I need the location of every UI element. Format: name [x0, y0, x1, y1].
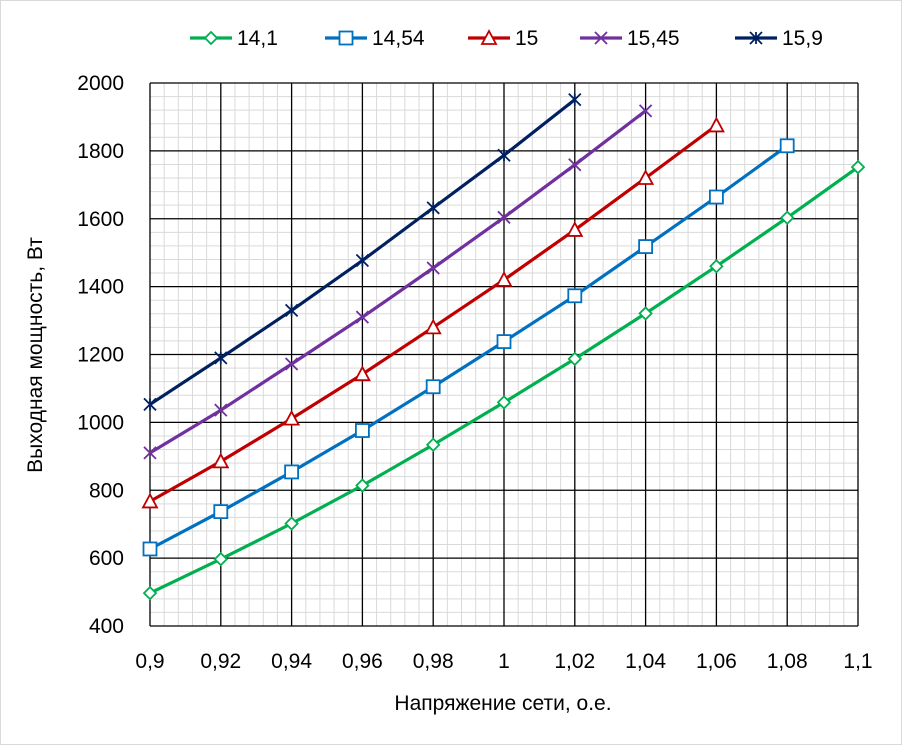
data-point [284, 516, 299, 531]
series-line [149, 109, 647, 455]
data-point [355, 253, 370, 268]
data-point [707, 116, 725, 133]
data-point [497, 148, 511, 162]
data-point [425, 379, 441, 395]
data-point [496, 395, 512, 410]
x-axis-ticks: 0,9 0,92 0,94 0,96 0,98 1 1,02 1,04 1,06 1,08 1,1 [135, 650, 872, 673]
x-tick-label: 1,06 [696, 650, 737, 673]
legend-label: 14,1 [237, 27, 278, 50]
data-point [353, 365, 371, 382]
y-tick-label: 1800 [77, 140, 124, 163]
series-1 [142, 159, 866, 601]
data-point [284, 357, 299, 371]
data-point [355, 478, 370, 493]
y-tick-label: 400 [89, 615, 124, 638]
data-point [567, 288, 583, 304]
legend-label: 15 [515, 27, 538, 50]
x-axis-title: Напряжение сети, о.е. [394, 692, 611, 715]
data-point [143, 446, 157, 460]
data-point [283, 409, 301, 426]
legend-marker [203, 30, 219, 46]
data-point [638, 239, 653, 254]
legend-label: 14,54 [372, 27, 425, 50]
y-tick-label: 1600 [77, 208, 124, 231]
data-point [143, 397, 157, 412]
x-tick-label: 1,02 [554, 650, 595, 673]
y-tick-label: 600 [89, 547, 124, 570]
data-point [424, 318, 442, 335]
legend-marker [480, 29, 498, 45]
data-point [142, 541, 158, 557]
y-tick-label: 1000 [77, 411, 124, 434]
data-point [566, 221, 584, 237]
data-point [638, 306, 653, 321]
data-point [709, 258, 724, 274]
y-axis-ticks: 400 600 800 1000 1200 1400 1600 1800 2000 [77, 72, 124, 638]
x-tick-label: 1,04 [625, 650, 666, 673]
data-point [355, 310, 370, 324]
data-point [213, 504, 229, 520]
legend: 14,1 14,54 15 15,45 15,9 [190, 27, 823, 50]
legend-item: 14,1 [190, 27, 278, 50]
legend-item: 14,54 [325, 27, 425, 50]
series-4 [143, 104, 653, 460]
series-2 [142, 138, 795, 557]
data-point [214, 403, 228, 417]
data-point [637, 169, 655, 185]
series-line [149, 144, 789, 551]
legend-marker [594, 31, 608, 45]
data-point [214, 351, 228, 365]
data-point [850, 159, 866, 175]
y-tick-label: 2000 [77, 72, 124, 95]
data-point [497, 210, 511, 225]
series-3 [141, 116, 725, 509]
y-axis-title: Выходная мощность, Вт [24, 237, 47, 473]
data-point [284, 303, 299, 318]
data-point [142, 585, 158, 601]
data-point [426, 201, 440, 215]
series-5 [143, 92, 582, 412]
legend-item: 15 [468, 27, 538, 50]
data-point [426, 261, 440, 275]
legend-item: 15,9 [735, 27, 823, 50]
data-point [567, 351, 583, 367]
data-point [779, 138, 795, 154]
x-tick-label: 1 [498, 650, 510, 673]
data-point [213, 551, 229, 567]
data-point [568, 158, 582, 172]
x-tick-label: 0,98 [413, 650, 454, 673]
y-tick-label: 1200 [77, 344, 124, 367]
data-point [141, 492, 159, 509]
x-tick-label: 0,96 [342, 650, 383, 673]
data-point [779, 210, 795, 226]
data-point [568, 92, 582, 107]
legend-label: 15,45 [627, 27, 680, 50]
legend-marker [338, 30, 354, 46]
data-point [495, 270, 513, 287]
series-layer [141, 92, 866, 601]
x-tick-label: 1,1 [843, 650, 872, 673]
y-tick-label: 800 [89, 479, 124, 502]
data-point [496, 334, 512, 350]
data-point [638, 104, 653, 118]
data-point [284, 464, 300, 480]
legend-item: 15,45 [580, 27, 680, 50]
x-tick-label: 1,08 [767, 650, 808, 673]
x-tick-label: 0,92 [200, 650, 241, 673]
data-point [425, 437, 441, 453]
data-point [354, 423, 370, 438]
y-tick-label: 1400 [77, 276, 124, 299]
data-point [212, 452, 230, 469]
legend-marker [749, 31, 763, 45]
data-point [709, 189, 724, 205]
x-tick-label: 0,94 [271, 650, 312, 673]
legend-label: 15,9 [782, 27, 823, 50]
x-tick-label: 0,9 [135, 650, 164, 673]
